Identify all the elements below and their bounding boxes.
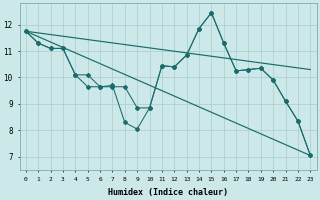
X-axis label: Humidex (Indice chaleur): Humidex (Indice chaleur) xyxy=(108,188,228,197)
